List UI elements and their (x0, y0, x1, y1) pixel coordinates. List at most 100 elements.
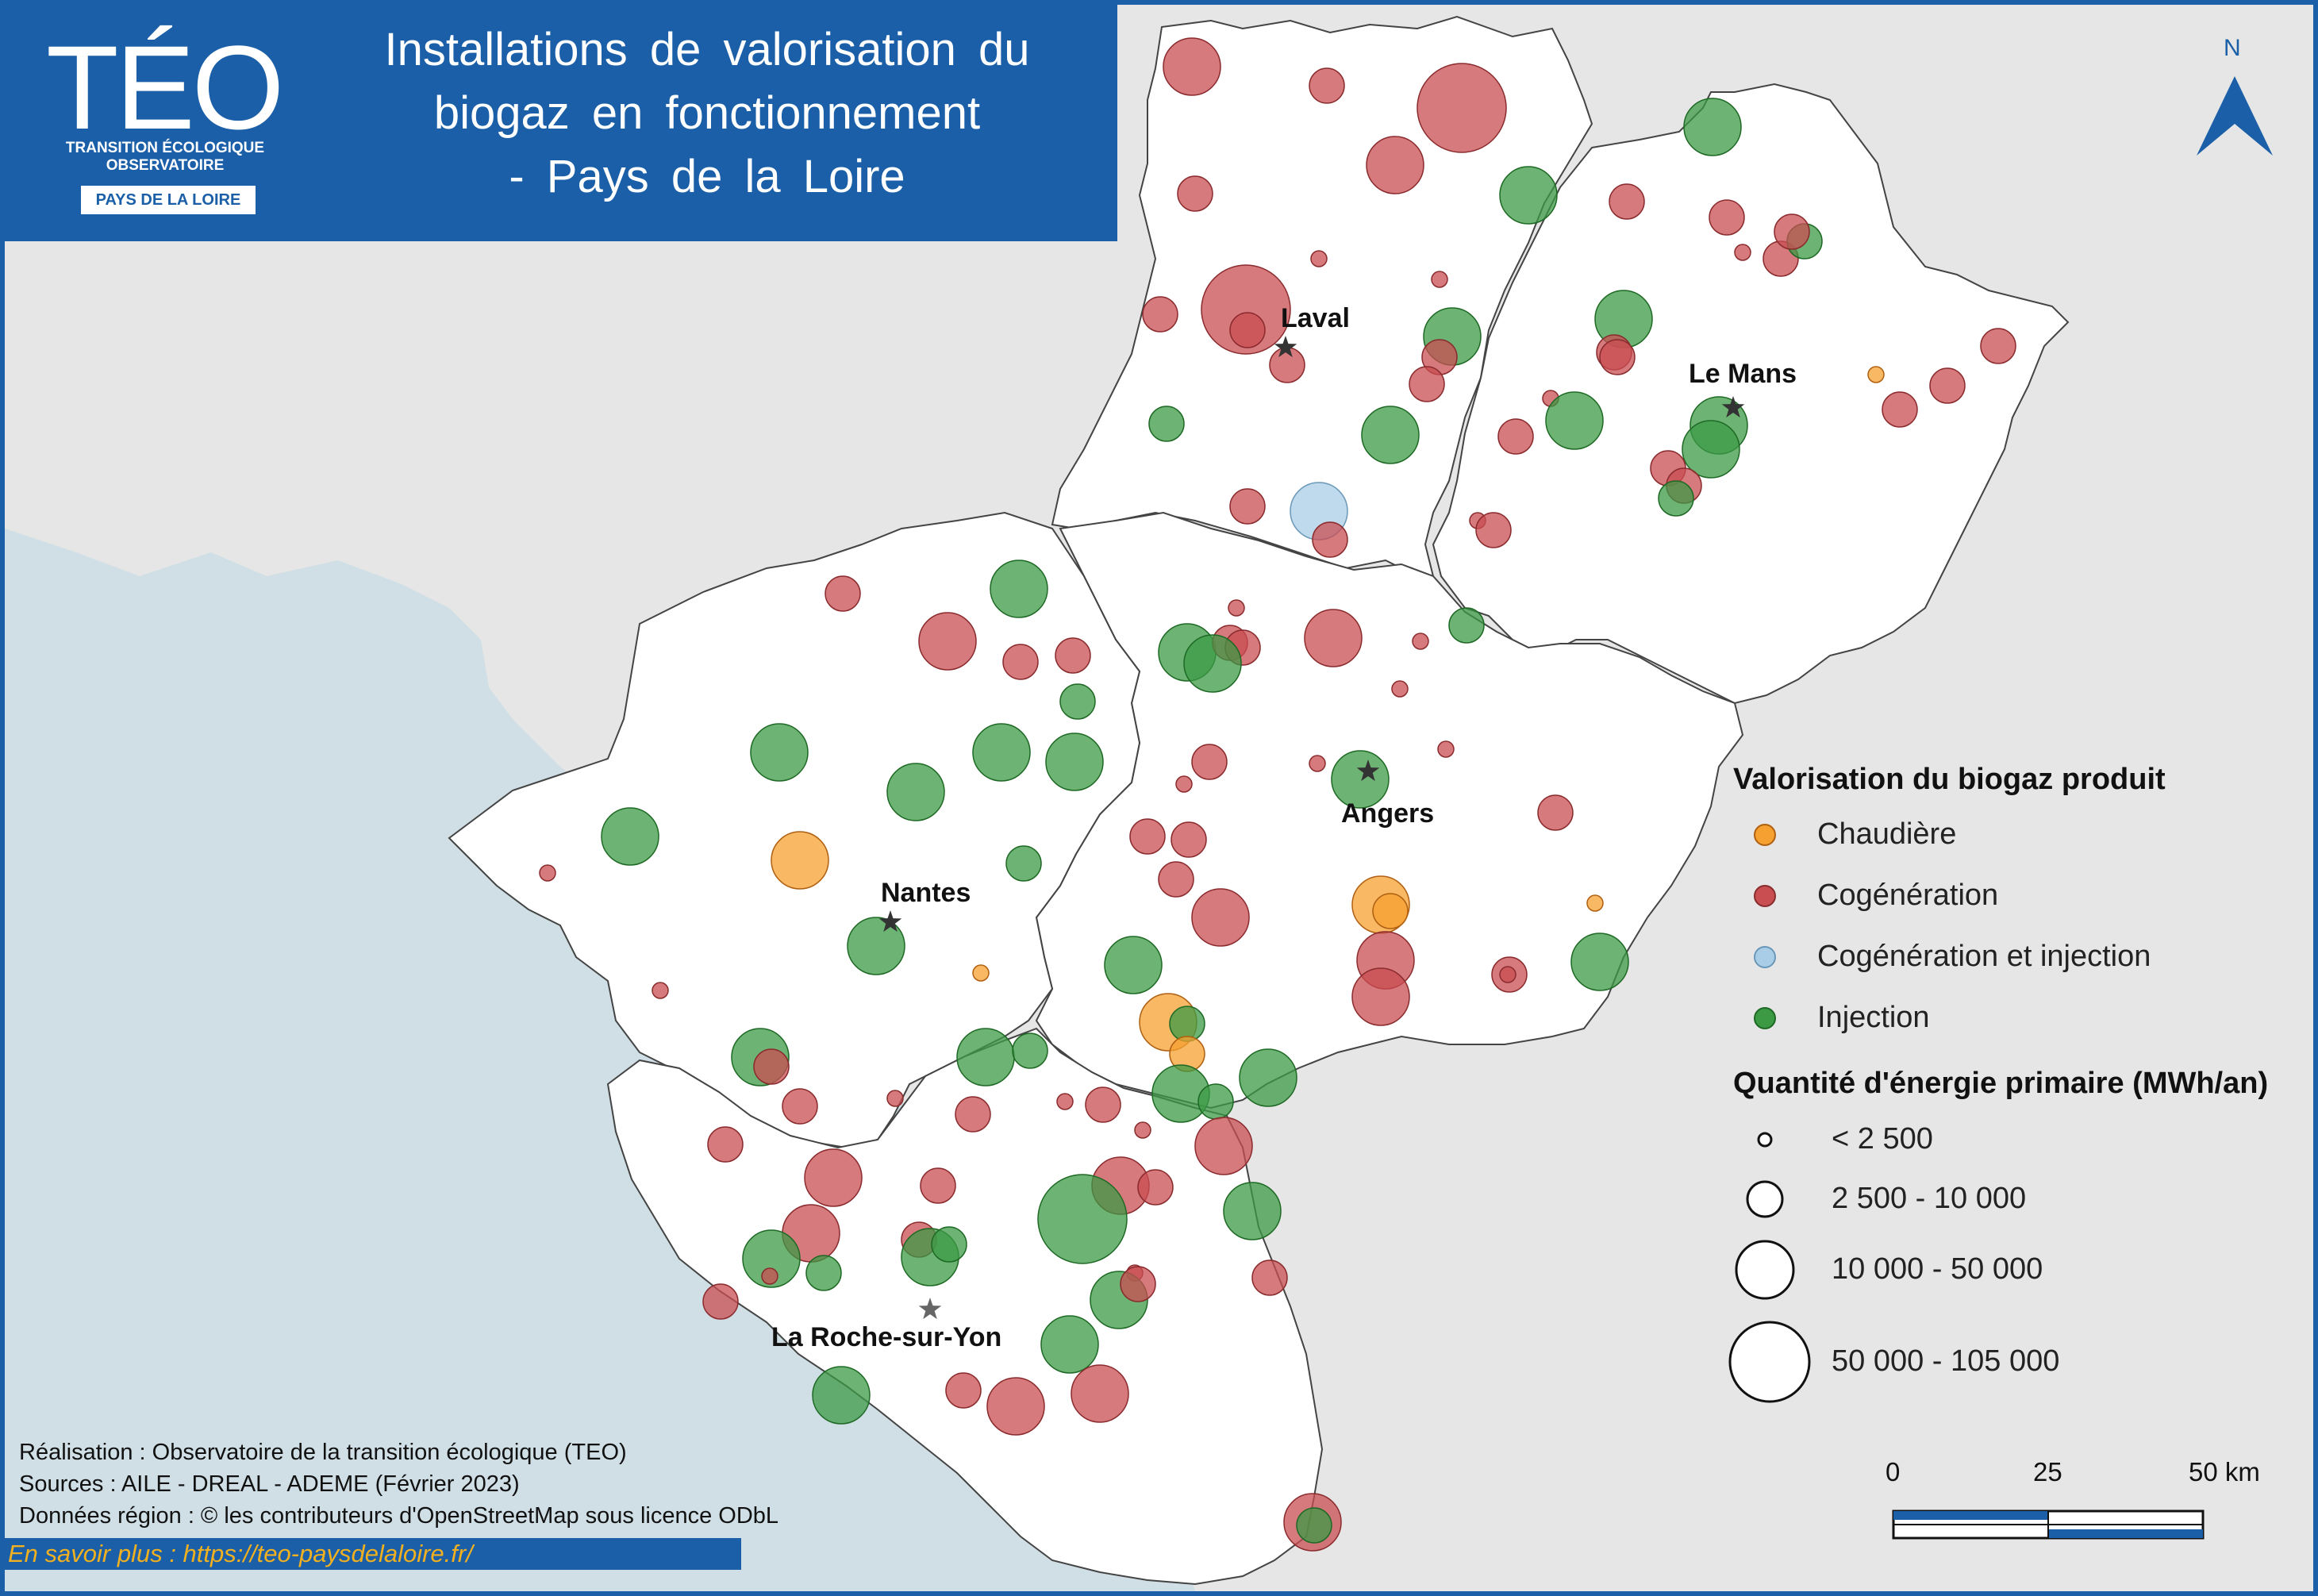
installation-marker (990, 560, 1048, 618)
installation-marker (1431, 271, 1448, 288)
installation-marker (1304, 609, 1363, 667)
installation-marker (1228, 599, 1245, 617)
installation-marker (761, 1267, 778, 1285)
installation-marker (1331, 750, 1390, 809)
installation-marker (742, 1229, 801, 1288)
legend-cogeneration-injection-label: Cogénération et injection (1817, 940, 2151, 973)
installation-marker (1682, 420, 1740, 479)
region-sarthe (1432, 83, 2070, 705)
credit-osm: Données région : © les contributeurs d'O… (19, 1503, 779, 1529)
installation-marker (1409, 366, 1445, 402)
title-line-1: Installations de valorisation du (384, 24, 1030, 75)
logo-subtitle-1: TRANSITION ÉCOLOGIQUE (65, 140, 265, 156)
installation-marker (1309, 67, 1345, 104)
installation-marker (753, 1048, 790, 1085)
installation-marker (1774, 213, 1810, 250)
logo-text: TÉO (46, 21, 284, 154)
installation-marker (1045, 733, 1104, 791)
installation-marker (1537, 794, 1574, 831)
installation-marker (652, 982, 669, 999)
north-arrow-icon (2197, 76, 2273, 156)
legend-size-4: 50 000 - 105 000 (1832, 1344, 2060, 1378)
legend-type-title: Valorisation du biogaz produit (1733, 763, 2166, 796)
legend-size-1: < 2 500 (1832, 1122, 1933, 1156)
city-label-le-mans: Le Mans (1689, 359, 1797, 389)
installation-marker (1183, 634, 1242, 693)
legend-cogeneration-label: Cogénération (1817, 879, 1999, 912)
installation-marker (1175, 775, 1193, 793)
installation-marker (1475, 512, 1512, 548)
installation-marker (1309, 755, 1326, 772)
installation-marker (1599, 339, 1636, 375)
logo-subtitle-2: OBSERVATOIRE (106, 157, 225, 174)
installation-marker (1351, 967, 1410, 1026)
installation-marker (1545, 391, 1604, 450)
legend-size-2: 2 500 - 10 000 (1832, 1182, 2027, 1215)
installation-marker (1201, 264, 1291, 355)
installation-marker (750, 723, 809, 782)
installation-marker (955, 1096, 991, 1133)
installation-marker (1142, 296, 1178, 333)
credit-sources: Sources : AILE - DREAL - ADEME (Février … (19, 1471, 520, 1497)
installation-marker (1499, 966, 1517, 983)
installation-marker (1002, 644, 1039, 680)
installation-marker (1191, 888, 1250, 947)
installation-marker (1239, 1048, 1297, 1107)
legend-size-3: 10 000 - 50 000 (1832, 1252, 2043, 1286)
installation-marker (1056, 1093, 1074, 1110)
installation-marker (1059, 683, 1096, 720)
installation-marker (1412, 633, 1429, 650)
installation-marker (1882, 391, 1918, 428)
installation-marker (804, 1148, 863, 1207)
installation-marker (825, 575, 861, 612)
city-label-angers: Angers (1341, 798, 1435, 829)
city-star-icon (878, 910, 902, 933)
installation-marker (1570, 933, 1629, 991)
installation-marker (1158, 861, 1194, 898)
installation-marker (1437, 740, 1455, 758)
city-star-icon (918, 1298, 942, 1320)
installation-marker (1134, 1121, 1151, 1139)
installation-marker (812, 1366, 871, 1425)
installation-marker (945, 1372, 982, 1409)
credit-realisation: Réalisation : Observatoire de la transit… (19, 1440, 627, 1465)
type-legend-symbols (1754, 824, 1776, 1029)
city-stars (878, 336, 1745, 1320)
scale-label-25: 25 (2033, 1457, 2062, 1486)
more-info-bar (5, 1538, 741, 1570)
installation-marker (601, 807, 659, 866)
city-label-laval: Laval (1281, 303, 1350, 333)
title-line-2: biogaz en fonctionnement (433, 87, 981, 139)
installation-marker (1296, 1507, 1332, 1544)
installation-marker (1391, 680, 1409, 698)
installation-marker (1085, 1086, 1121, 1123)
city-star-icon (1356, 760, 1380, 782)
installation-marker (1310, 250, 1328, 267)
legend-injection-label: Injection (1817, 1001, 1930, 1034)
installation-markers (539, 37, 2016, 1552)
installation-marker (1609, 183, 1645, 220)
installation-marker (1040, 1315, 1099, 1374)
installation-marker (931, 1226, 967, 1263)
installation-marker (1251, 1259, 1288, 1296)
installation-marker (1194, 1117, 1253, 1175)
installation-marker (1163, 37, 1221, 96)
installation-marker (1312, 521, 1348, 558)
more-info-link[interactable]: En savoir plus : https://teo-paysdelaloi… (8, 1540, 473, 1567)
size-legend-symbols (1728, 1132, 1811, 1403)
installation-marker (1734, 244, 1751, 261)
installation-marker (1104, 936, 1163, 994)
installation-marker (1191, 744, 1228, 780)
installation-marker (956, 1028, 1015, 1086)
installation-marker (1372, 893, 1409, 929)
city-star-icon (1721, 396, 1745, 418)
installation-marker (702, 1283, 739, 1320)
installation-marker (1366, 136, 1424, 194)
scale-bar (1892, 1509, 2205, 1540)
installation-marker (805, 1255, 842, 1291)
installation-marker (972, 964, 990, 982)
logo-region-badge: PAYS DE LA LOIRE (81, 186, 256, 214)
installation-marker (1148, 406, 1185, 442)
installation-marker (886, 1090, 904, 1107)
